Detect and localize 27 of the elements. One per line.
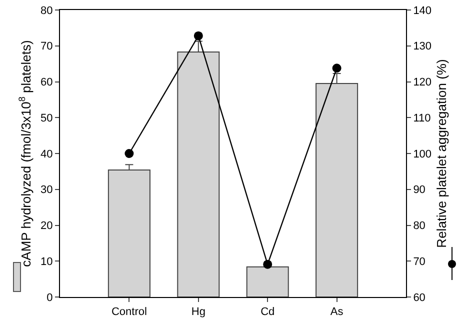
y-tick-label: 50 [40,112,53,124]
point [124,149,134,158]
x-tick-label: As [330,306,344,318]
y-tick-label: 70 [40,40,53,53]
y2-tick-label: 120 [413,76,432,89]
y2-tick-label: 130 [413,40,432,53]
y2-tick-label: 110 [413,112,431,124]
y2-tick-label: 140 [413,4,432,17]
point [332,64,342,73]
x-tick-label: Cd [260,306,275,318]
y-tick-label: 20 [40,220,53,232]
y-tick-label: 10 [40,256,53,268]
y-tick-label: 30 [40,184,53,196]
y2-tick-label: 70 [413,256,426,268]
y-tick-label: 80 [40,4,53,17]
x-tick-label: Control [111,306,147,318]
y-tick-label: 40 [40,148,53,160]
y2-tick-label: 100 [413,148,432,160]
x-tick-label: Hg [191,306,206,318]
point [263,260,272,269]
y-tick-label: 60 [40,76,53,89]
y2-tick-label: 60 [413,292,426,304]
y2-axis-title: Relative platelet aggregation (%) [434,59,450,248]
y-tick-label: 0 [46,292,53,304]
point [194,31,203,40]
y2-tick-label: 90 [413,184,426,196]
y2-tick-label: 80 [413,220,426,232]
